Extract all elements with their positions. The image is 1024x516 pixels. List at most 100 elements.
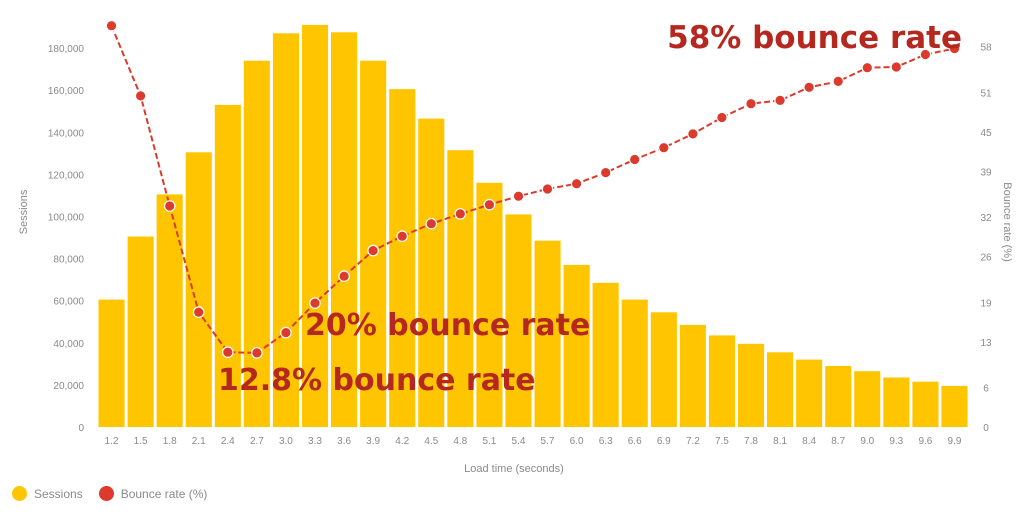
y2-tick-label: 0 (983, 423, 989, 434)
bar-1.8 (156, 194, 183, 427)
y2-tick-label: 58 (980, 43, 992, 54)
bounce-point-2.7 (251, 347, 263, 359)
bounce-point-1.8 (163, 200, 176, 212)
bounce-point-4.8 (454, 208, 467, 220)
bar-4.5 (418, 118, 445, 427)
y-tick-label: 100,000 (48, 213, 85, 224)
bar-4.2 (389, 89, 416, 427)
bar-8.1 (767, 352, 794, 427)
bar-5.7 (534, 240, 561, 427)
y2-axis-title: Bounce rate (%) (1001, 182, 1013, 261)
y-axis-left-ticks: 0 20,000 40,000 60,000 80,000 100,000 120,000 1… (48, 44, 85, 434)
x-tick-label: 8.1 (773, 436, 787, 447)
bar-3.9 (360, 60, 387, 427)
x-tick-label: 4.5 (424, 436, 438, 447)
y2-tick-label: 45 (980, 128, 992, 139)
bar-6.3 (592, 282, 619, 427)
x-tick-label: 6.0 (570, 436, 584, 447)
x-tick-label: 3.9 (366, 436, 380, 447)
x-tick-label: 9.0 (860, 436, 874, 447)
bounce-point-2.4 (222, 346, 234, 358)
bar-3.6 (331, 32, 358, 428)
bounce-point-5.4 (512, 190, 525, 202)
bar-2.7 (243, 60, 270, 427)
x-tick-label: 4.8 (453, 436, 467, 447)
session-bars (98, 24, 968, 428)
x-tick-label: 8.7 (831, 436, 845, 447)
y-tick-label: 120,000 (48, 170, 85, 181)
bar-5.1 (476, 182, 503, 427)
legend-item-sessions: Sessions (12, 486, 83, 501)
bar-6.6 (621, 299, 648, 427)
bounce-point-4.2 (396, 230, 408, 242)
bounce-rate-swatch-icon (98, 486, 114, 501)
bounce-point-7.8 (745, 97, 757, 110)
bar-6.9 (650, 312, 677, 427)
bounce-point-9.6 (919, 48, 932, 61)
bar-7.8 (738, 343, 765, 427)
bounce-point-1.5 (134, 90, 147, 102)
annotation-20-bounce: 20% bounce rate (305, 308, 590, 343)
bounce-point-3.0 (280, 326, 292, 339)
bar-7.5 (708, 335, 735, 427)
bar-line-chart: 0 20,000 40,000 60,000 80,000 100,000 120,000 1… (18, 19, 1013, 475)
bar-8.7 (825, 365, 852, 427)
bounce-point-6.9 (657, 141, 670, 154)
x-tick-label: 9.6 (918, 436, 932, 447)
y-tick-label: 40,000 (53, 339, 84, 350)
bar-9.6 (912, 381, 939, 427)
x-axis-title: Load time (seconds) (464, 463, 564, 475)
bounce-point-8.4 (803, 81, 815, 94)
y2-tick-label: 13 (980, 338, 992, 349)
y-tick-label: 180,000 (48, 44, 85, 55)
x-tick-label: 5.1 (482, 436, 496, 447)
annotation-12-8-bounce: 12.8% bounce rate (218, 363, 536, 398)
x-tick-label: 1.2 (105, 436, 119, 447)
x-tick-label: 7.2 (686, 436, 700, 447)
legend-item-bounce-rate: Bounce rate (%) (98, 486, 208, 501)
x-tick-label: 8.4 (802, 436, 816, 447)
x-tick-label: 1.8 (163, 436, 177, 447)
y2-tick-label: 39 (980, 167, 992, 178)
bounce-point-7.2 (687, 128, 699, 140)
legend-sessions-label: Sessions (34, 486, 83, 501)
y-tick-label: 140,000 (48, 128, 85, 139)
bounce-point-9.3 (890, 61, 903, 73)
bar-5.4 (505, 214, 532, 427)
x-tick-label: 7.5 (715, 436, 729, 447)
y-axis-title: Sessions (18, 189, 30, 234)
x-tick-label: 3.3 (308, 436, 322, 447)
bounce-point-9.0 (861, 61, 874, 74)
x-tick-label: 5.4 (512, 436, 526, 447)
x-tick-label: 2.4 (221, 436, 235, 447)
bar-3.0 (272, 33, 299, 428)
bounce-point-6.0 (570, 177, 583, 190)
bounce-point-8.7 (832, 75, 844, 88)
x-axis-ticks: 1.2 1.5 1.8 2.1 2.4 2.7 3.0 3.3 3.6 3.9 4.2 4.5 4.8 5… (105, 436, 962, 447)
y-tick-label: 0 (78, 423, 84, 434)
x-tick-label: 6.9 (657, 436, 671, 447)
bar-8.4 (796, 359, 823, 427)
x-tick-label: 2.1 (192, 436, 206, 447)
bar-9.0 (854, 371, 881, 427)
bar-2.4 (214, 104, 241, 428)
x-tick-label: 6.6 (628, 436, 642, 447)
bounce-point-2.1 (192, 306, 205, 318)
y-axis-right-ticks: 0 6 13 19 26 32 39 45 51 58 (980, 43, 992, 434)
bounce-point-3.3 (309, 297, 321, 309)
y2-tick-label: 26 (980, 253, 992, 264)
bar-1.5 (127, 236, 154, 427)
bounce-point-1.2 (105, 19, 118, 32)
x-tick-label: 5.7 (541, 436, 555, 447)
bar-9.3 (883, 377, 910, 427)
y-tick-label: 160,000 (48, 86, 85, 97)
y-tick-label: 80,000 (53, 255, 84, 266)
y2-tick-label: 32 (980, 213, 992, 224)
y2-tick-label: 6 (983, 384, 989, 395)
bar-6.0 (563, 264, 590, 427)
x-tick-label: 1.5 (134, 436, 148, 447)
bar-3.3 (302, 24, 329, 428)
y2-tick-label: 51 (980, 89, 992, 100)
y-tick-label: 60,000 (53, 297, 84, 308)
legend-bounce-rate-label: Bounce rate (%) (120, 486, 208, 501)
